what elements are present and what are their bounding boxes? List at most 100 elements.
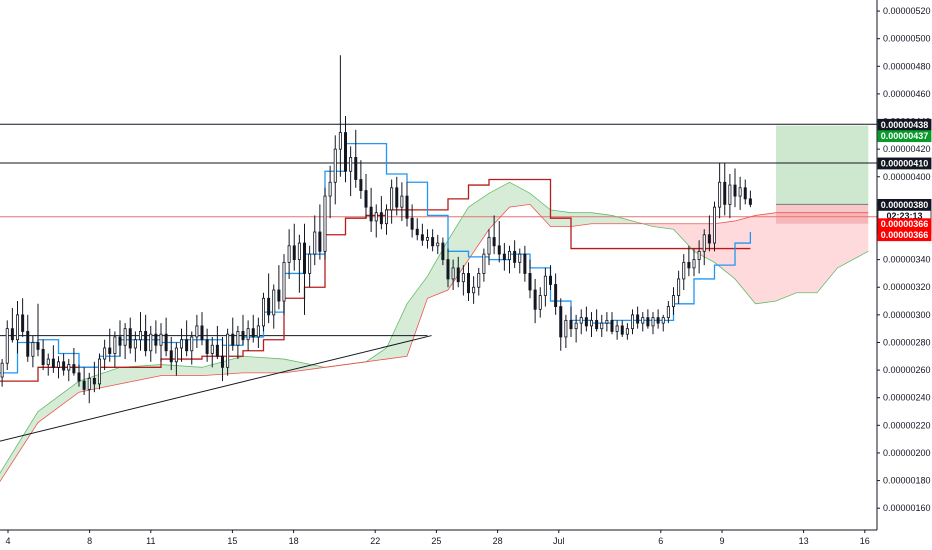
candle[interactable] (482, 248, 486, 282)
candle[interactable] (518, 248, 522, 274)
candle[interactable] (497, 220, 501, 263)
candle[interactable] (231, 317, 235, 351)
candle[interactable] (349, 146, 353, 197)
candle[interactable] (261, 292, 265, 332)
candle[interactable] (554, 273, 558, 315)
position-profit-zone[interactable] (776, 125, 869, 205)
candle[interactable] (138, 312, 142, 351)
candle[interactable] (431, 229, 435, 252)
candle[interactable] (343, 116, 347, 183)
candle[interactable] (677, 270, 681, 304)
candle[interactable] (549, 265, 553, 290)
candle[interactable] (682, 254, 686, 290)
candle[interactable] (369, 187, 373, 232)
candle[interactable] (379, 196, 383, 230)
candle[interactable] (359, 160, 363, 199)
candle[interactable] (559, 298, 563, 351)
candle[interactable] (636, 306, 640, 329)
candle[interactable] (390, 179, 394, 224)
candle[interactable] (205, 328, 209, 362)
candle[interactable] (718, 162, 722, 219)
candle[interactable] (15, 301, 19, 354)
candle[interactable] (584, 306, 588, 332)
candle[interactable] (36, 303, 40, 357)
candle[interactable] (67, 359, 71, 382)
candle[interactable] (123, 323, 127, 360)
candle[interactable] (533, 278, 537, 324)
candle[interactable] (323, 187, 327, 260)
candle[interactable] (692, 248, 696, 277)
candle[interactable] (456, 256, 460, 288)
candle[interactable] (308, 245, 312, 288)
candle[interactable] (615, 320, 619, 340)
candle[interactable] (128, 317, 132, 354)
candle[interactable] (631, 309, 635, 335)
candle[interactable] (297, 234, 301, 293)
candle[interactable] (256, 317, 260, 348)
candle[interactable] (292, 223, 296, 271)
candle[interactable] (195, 314, 199, 348)
candle[interactable] (436, 234, 440, 255)
candle[interactable] (666, 301, 670, 324)
candle[interactable] (226, 328, 230, 376)
candle[interactable] (738, 176, 742, 210)
candle[interactable] (220, 336, 224, 382)
candle[interactable] (108, 328, 112, 362)
candle[interactable] (728, 174, 732, 219)
candle[interactable] (313, 215, 317, 266)
candle[interactable] (441, 237, 445, 266)
candle[interactable] (190, 331, 194, 365)
candle[interactable] (579, 309, 583, 335)
candle[interactable] (672, 287, 676, 315)
candle[interactable] (374, 204, 378, 238)
candle[interactable] (302, 223, 306, 315)
candle[interactable] (656, 309, 660, 329)
candle[interactable] (513, 240, 517, 268)
candle[interactable] (395, 176, 399, 216)
candle[interactable] (51, 345, 55, 373)
candle[interactable] (333, 135, 337, 205)
candle[interactable] (338, 55, 342, 177)
candle[interactable] (466, 262, 470, 302)
candle[interactable] (113, 331, 117, 368)
candle[interactable] (200, 312, 204, 346)
candle[interactable] (236, 325, 240, 360)
candle[interactable] (687, 245, 691, 277)
candle[interactable] (492, 215, 496, 255)
candle[interactable] (595, 309, 599, 332)
candle[interactable] (707, 215, 711, 252)
candle[interactable] (272, 284, 276, 329)
candle[interactable] (328, 165, 332, 219)
candle[interactable] (0, 359, 4, 387)
candle[interactable] (507, 245, 511, 274)
candle[interactable] (210, 336, 214, 368)
candle[interactable] (46, 353, 50, 376)
candle[interactable] (651, 312, 655, 335)
candle[interactable] (543, 267, 547, 307)
candle[interactable] (185, 320, 189, 357)
candle[interactable] (31, 335, 35, 368)
candle[interactable] (574, 314, 578, 343)
candle[interactable] (164, 317, 168, 357)
candle[interactable] (425, 229, 429, 249)
candle[interactable] (384, 204, 388, 235)
candle[interactable] (159, 323, 163, 362)
candle[interactable] (446, 248, 450, 288)
candle[interactable] (564, 314, 568, 348)
candle[interactable] (241, 314, 245, 346)
candle[interactable] (415, 218, 419, 241)
candle[interactable] (103, 339, 107, 371)
candle[interactable] (118, 320, 122, 357)
candle[interactable] (748, 190, 752, 208)
candle[interactable] (641, 312, 645, 332)
candle[interactable] (72, 348, 76, 376)
candle[interactable] (733, 168, 737, 208)
candle[interactable] (400, 182, 404, 221)
candle[interactable] (461, 265, 465, 296)
trendline[interactable] (0, 335, 432, 442)
candle[interactable] (605, 312, 609, 332)
candle[interactable] (420, 223, 424, 246)
candle[interactable] (318, 204, 322, 260)
candle[interactable] (282, 254, 286, 315)
